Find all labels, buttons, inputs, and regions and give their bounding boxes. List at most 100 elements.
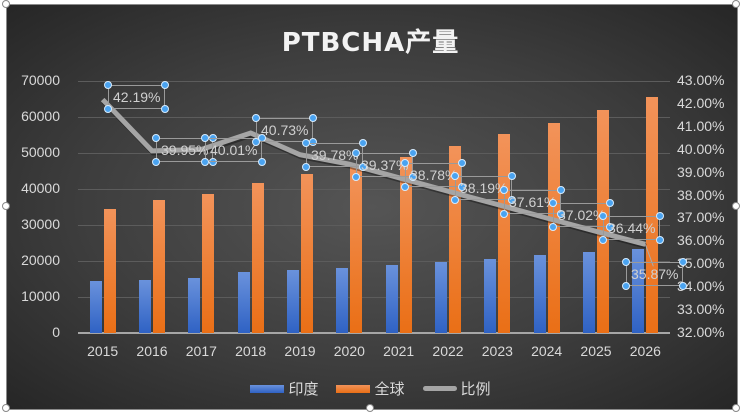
label-selection-handle[interactable] — [606, 223, 614, 231]
label-selection-handle[interactable] — [104, 105, 112, 113]
chart-title[interactable]: PTBCHA产量 — [281, 28, 460, 58]
legend-color-swatch — [336, 384, 371, 393]
bar-india[interactable] — [484, 258, 497, 333]
bar-global[interactable] — [301, 173, 313, 333]
y2-axis-tick-label: 42.00% — [677, 94, 725, 111]
y-axis-tick-label: 0 — [52, 324, 60, 340]
label-selection-handle[interactable] — [409, 173, 417, 181]
gridline — [78, 261, 670, 262]
label-selection-handle[interactable] — [352, 173, 360, 181]
label-selection-handle[interactable] — [252, 138, 260, 146]
label-selection-handle[interactable] — [656, 212, 664, 220]
label-selection-handle[interactable] — [104, 81, 112, 89]
data-label-ratio[interactable]: 39.37% — [356, 153, 414, 177]
label-selection-handle[interactable] — [500, 210, 508, 218]
data-label-ratio[interactable]: 39.95% — [156, 138, 214, 162]
legend-item[interactable]: 全球 — [336, 378, 405, 399]
label-selection-handle[interactable] — [557, 210, 565, 218]
bar-global[interactable] — [350, 165, 363, 333]
data-label-ratio[interactable]: 35.87% — [626, 262, 684, 286]
bar-global[interactable] — [153, 199, 165, 333]
data-label-ratio[interactable]: 40.01% — [205, 138, 263, 162]
label-selection-handle[interactable] — [161, 105, 169, 113]
label-selection-handle[interactable] — [622, 258, 630, 266]
bar-global[interactable] — [646, 96, 659, 333]
resize-handle-top-left[interactable] — [2, 0, 10, 8]
data-label-ratio[interactable]: 37.02% — [553, 203, 611, 227]
bar-india[interactable] — [435, 262, 447, 333]
resize-handle-right[interactable] — [732, 202, 740, 210]
label-selection-handle[interactable] — [401, 159, 409, 167]
label-selection-handle[interactable] — [451, 172, 459, 180]
data-label-ratio[interactable]: 38.19% — [455, 176, 513, 200]
label-selection-handle[interactable] — [557, 186, 565, 194]
data-label-ratio[interactable]: 37.61% — [504, 190, 562, 214]
legend-item[interactable]: 比例 — [422, 378, 491, 399]
label-selection-handle[interactable] — [152, 134, 160, 142]
bar-global[interactable] — [202, 193, 215, 333]
label-selection-handle[interactable] — [409, 149, 417, 157]
label-selection-handle[interactable] — [679, 282, 687, 290]
bar-global[interactable] — [251, 182, 264, 333]
data-label-ratio[interactable]: 38.78% — [405, 163, 463, 187]
bar-india[interactable] — [188, 277, 201, 333]
label-selection-handle[interactable] — [549, 223, 557, 231]
label-selection-handle[interactable] — [152, 158, 160, 166]
bar-global[interactable] — [399, 156, 412, 333]
x-axis-tick-label: 2020 — [333, 343, 365, 359]
y2-axis-tick-label: 36.00% — [677, 232, 725, 249]
bar-global[interactable] — [498, 133, 511, 333]
bar-global[interactable] — [103, 208, 116, 333]
legend-color-swatch — [250, 384, 285, 393]
label-selection-handle[interactable] — [508, 196, 516, 204]
data-label-ratio[interactable]: 42.19% — [108, 85, 166, 109]
label-selection-handle[interactable] — [359, 163, 367, 171]
bar-india[interactable] — [385, 264, 398, 333]
label-selection-handle[interactable] — [258, 158, 266, 166]
bar-india[interactable] — [583, 252, 595, 333]
label-selection-handle[interactable] — [352, 149, 360, 157]
data-label-ratio[interactable]: 39.78% — [306, 143, 364, 167]
label-selection-handle[interactable] — [606, 199, 614, 207]
bar-india[interactable] — [89, 281, 102, 333]
bar-india[interactable] — [336, 267, 349, 333]
label-selection-handle[interactable] — [401, 183, 409, 191]
label-selection-handle[interactable] — [458, 183, 466, 191]
label-selection-handle[interactable] — [451, 196, 459, 204]
label-selection-handle[interactable] — [309, 114, 317, 122]
label-selection-handle[interactable] — [161, 81, 169, 89]
resize-handle-top-right[interactable] — [732, 0, 740, 8]
resize-handle-left[interactable] — [2, 202, 10, 210]
label-selection-handle[interactable] — [500, 186, 508, 194]
bar-india[interactable] — [287, 270, 299, 333]
chart-area[interactable] — [6, 4, 738, 410]
bar-india[interactable] — [139, 280, 151, 333]
label-selection-handle[interactable] — [458, 159, 466, 167]
label-selection-handle[interactable] — [302, 139, 310, 147]
label-selection-handle[interactable] — [679, 258, 687, 266]
bar-india[interactable] — [533, 254, 546, 333]
label-selection-handle[interactable] — [302, 163, 310, 171]
data-label-ratio[interactable]: 40.73% — [256, 118, 314, 142]
bar-india[interactable] — [237, 271, 250, 333]
label-selection-handle[interactable] — [201, 158, 209, 166]
label-selection-handle[interactable] — [252, 114, 260, 122]
x-axis-tick-label: 2015 — [87, 343, 119, 359]
label-selection-handle[interactable] — [599, 236, 607, 244]
label-selection-handle[interactable] — [508, 172, 516, 180]
label-selection-handle[interactable] — [599, 212, 607, 220]
label-selection-handle[interactable] — [549, 199, 557, 207]
legend[interactable]: 印度 全球 比例 — [0, 378, 741, 399]
label-selection-handle[interactable] — [656, 236, 664, 244]
bar-india[interactable] — [632, 249, 645, 333]
data-label-ratio[interactable]: 36.44% — [603, 216, 661, 240]
label-selection-handle[interactable] — [201, 134, 209, 142]
y-axis-tick-label: 30000 — [21, 216, 60, 232]
legend-item[interactable]: 印度 — [250, 378, 318, 399]
label-selection-handle[interactable] — [209, 158, 217, 166]
x-axis-tick-label: 2025 — [580, 343, 612, 359]
label-selection-handle[interactable] — [359, 139, 367, 147]
label-selection-handle[interactable] — [622, 282, 630, 290]
